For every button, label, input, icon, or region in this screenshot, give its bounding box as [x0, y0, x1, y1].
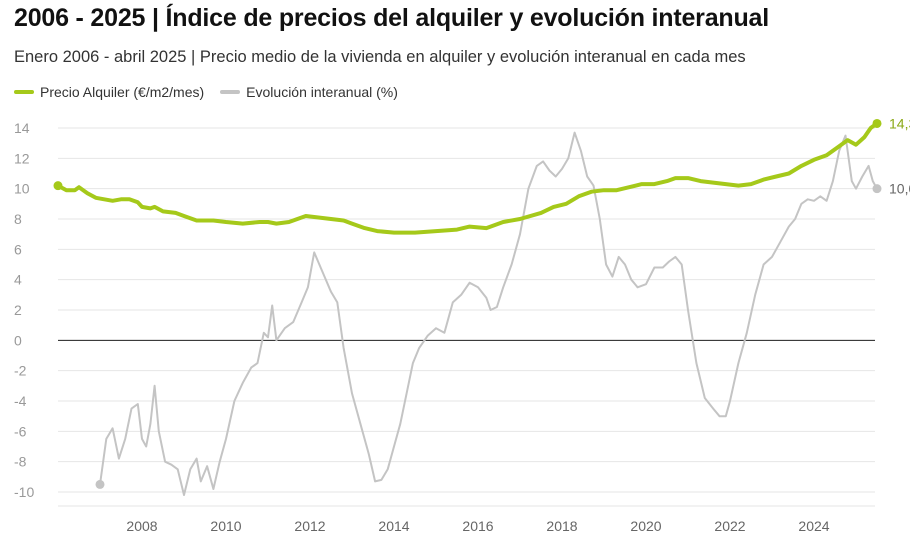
- x-tick-label-4: 2016: [462, 518, 493, 534]
- x-tick-label-1: 2010: [210, 518, 241, 534]
- x-tick-label-5: 2018: [546, 518, 577, 534]
- series-line-1: [99, 131, 878, 496]
- legend-label-interanual: Evolución interanual (%): [246, 84, 398, 100]
- legend: Precio Alquiler (€/m2/mes) Evolución int…: [14, 84, 414, 100]
- y-tick-label-12: -10: [14, 484, 34, 500]
- y-tick-label-3: 8: [14, 211, 22, 227]
- series-line-0: [56, 121, 879, 235]
- series-end-point-1: [872, 184, 882, 194]
- x-tick-label-0: 2008: [126, 518, 157, 534]
- x-tick-label-8: 2024: [798, 518, 829, 534]
- y-tick-label-11: -8: [14, 454, 27, 470]
- legend-swatch-precio: [14, 90, 34, 94]
- series-end-point-0: [872, 118, 882, 128]
- chart-title: 2006 - 2025 | Índice de precios del alqu…: [14, 4, 769, 32]
- y-tick-label-7: 0: [14, 332, 22, 348]
- series-end-label-0: 14,3: [889, 115, 910, 131]
- legend-label-precio: Precio Alquiler (€/m2/mes): [40, 84, 205, 100]
- y-tick-label-5: 4: [14, 272, 22, 288]
- chart-subtitle: Enero 2006 - abril 2025 | Precio medio d…: [14, 48, 746, 66]
- y-tick-label-8: -2: [14, 363, 27, 379]
- x-tick-label-2: 2012: [294, 518, 325, 534]
- y-tick-label-4: 6: [14, 241, 22, 257]
- x-tick-label-6: 2020: [630, 518, 661, 534]
- y-tick-label-9: -4: [14, 393, 27, 409]
- y-tick-label-0: 14: [14, 120, 30, 136]
- x-tick-label-3: 2014: [378, 518, 409, 534]
- series-start-point-1: [95, 479, 105, 489]
- legend-item-interanual[interactable]: Evolución interanual (%): [220, 84, 398, 100]
- legend-item-precio[interactable]: Precio Alquiler (€/m2/mes): [14, 84, 204, 100]
- y-tick-label-6: 2: [14, 302, 22, 318]
- series-end-label-1: 10,0: [889, 181, 910, 197]
- legend-swatch-interanual: [220, 90, 241, 94]
- y-tick-label-2: 10: [14, 181, 30, 197]
- series-start-point-0: [53, 181, 63, 191]
- y-tick-label-1: 12: [14, 150, 30, 166]
- y-tick-label-10: -6: [14, 423, 27, 439]
- x-tick-label-7: 2022: [714, 518, 745, 534]
